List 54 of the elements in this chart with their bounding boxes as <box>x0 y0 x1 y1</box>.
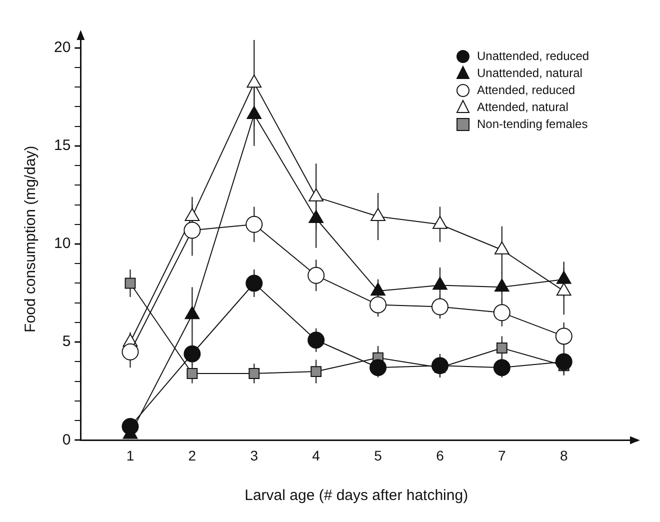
x-tick-label: 5 <box>374 447 382 464</box>
point <box>496 342 508 354</box>
point <box>246 74 262 88</box>
point <box>432 216 448 229</box>
point <box>308 188 324 202</box>
point <box>556 270 572 284</box>
x-tick-label: 2 <box>188 447 196 464</box>
point <box>432 276 448 290</box>
point <box>248 368 260 379</box>
legend-label: Unattended, natural <box>477 66 582 80</box>
point <box>370 208 386 222</box>
point <box>431 357 448 374</box>
point <box>555 328 572 345</box>
point <box>246 216 263 233</box>
point <box>124 278 136 289</box>
x-tick-label: 7 <box>498 447 506 464</box>
legend-label: Attended, natural <box>477 100 568 114</box>
point <box>370 296 387 314</box>
x-tick-label: 6 <box>436 447 444 464</box>
y-tick-label: 20 <box>54 38 71 56</box>
point <box>246 274 263 292</box>
point <box>431 298 448 316</box>
point <box>186 368 198 379</box>
x-tick-label: 8 <box>560 447 568 464</box>
x-tick-label: 3 <box>250 447 258 464</box>
point <box>246 106 262 120</box>
point <box>122 418 139 435</box>
y-tick-label: 0 <box>62 431 71 448</box>
y-axis-title: Food consumption (mg/day) <box>22 146 40 332</box>
point <box>555 353 572 370</box>
point <box>308 266 325 284</box>
point <box>370 359 387 376</box>
point <box>494 278 510 292</box>
point <box>493 304 510 322</box>
y-tick-label: 10 <box>54 235 71 252</box>
y-tick-label: 5 <box>62 333 71 350</box>
legend-label: Non-tending females <box>477 116 588 131</box>
point <box>556 282 572 296</box>
y-tick-label: 15 <box>54 137 71 154</box>
x-tick-label: 1 <box>126 447 134 464</box>
point <box>122 343 139 360</box>
point <box>308 332 325 349</box>
point <box>184 345 201 362</box>
legend-label: Attended, reduced <box>477 82 576 97</box>
point <box>310 366 322 377</box>
point <box>308 210 324 223</box>
x-axis-title: Larval age (# days after hatching) <box>244 487 468 504</box>
point <box>184 306 200 320</box>
point <box>370 282 386 296</box>
point <box>184 222 201 239</box>
legend-label: Unattended, reduced <box>477 48 590 63</box>
point <box>184 208 200 222</box>
point <box>494 241 510 254</box>
x-tick-label: 4 <box>312 447 320 464</box>
